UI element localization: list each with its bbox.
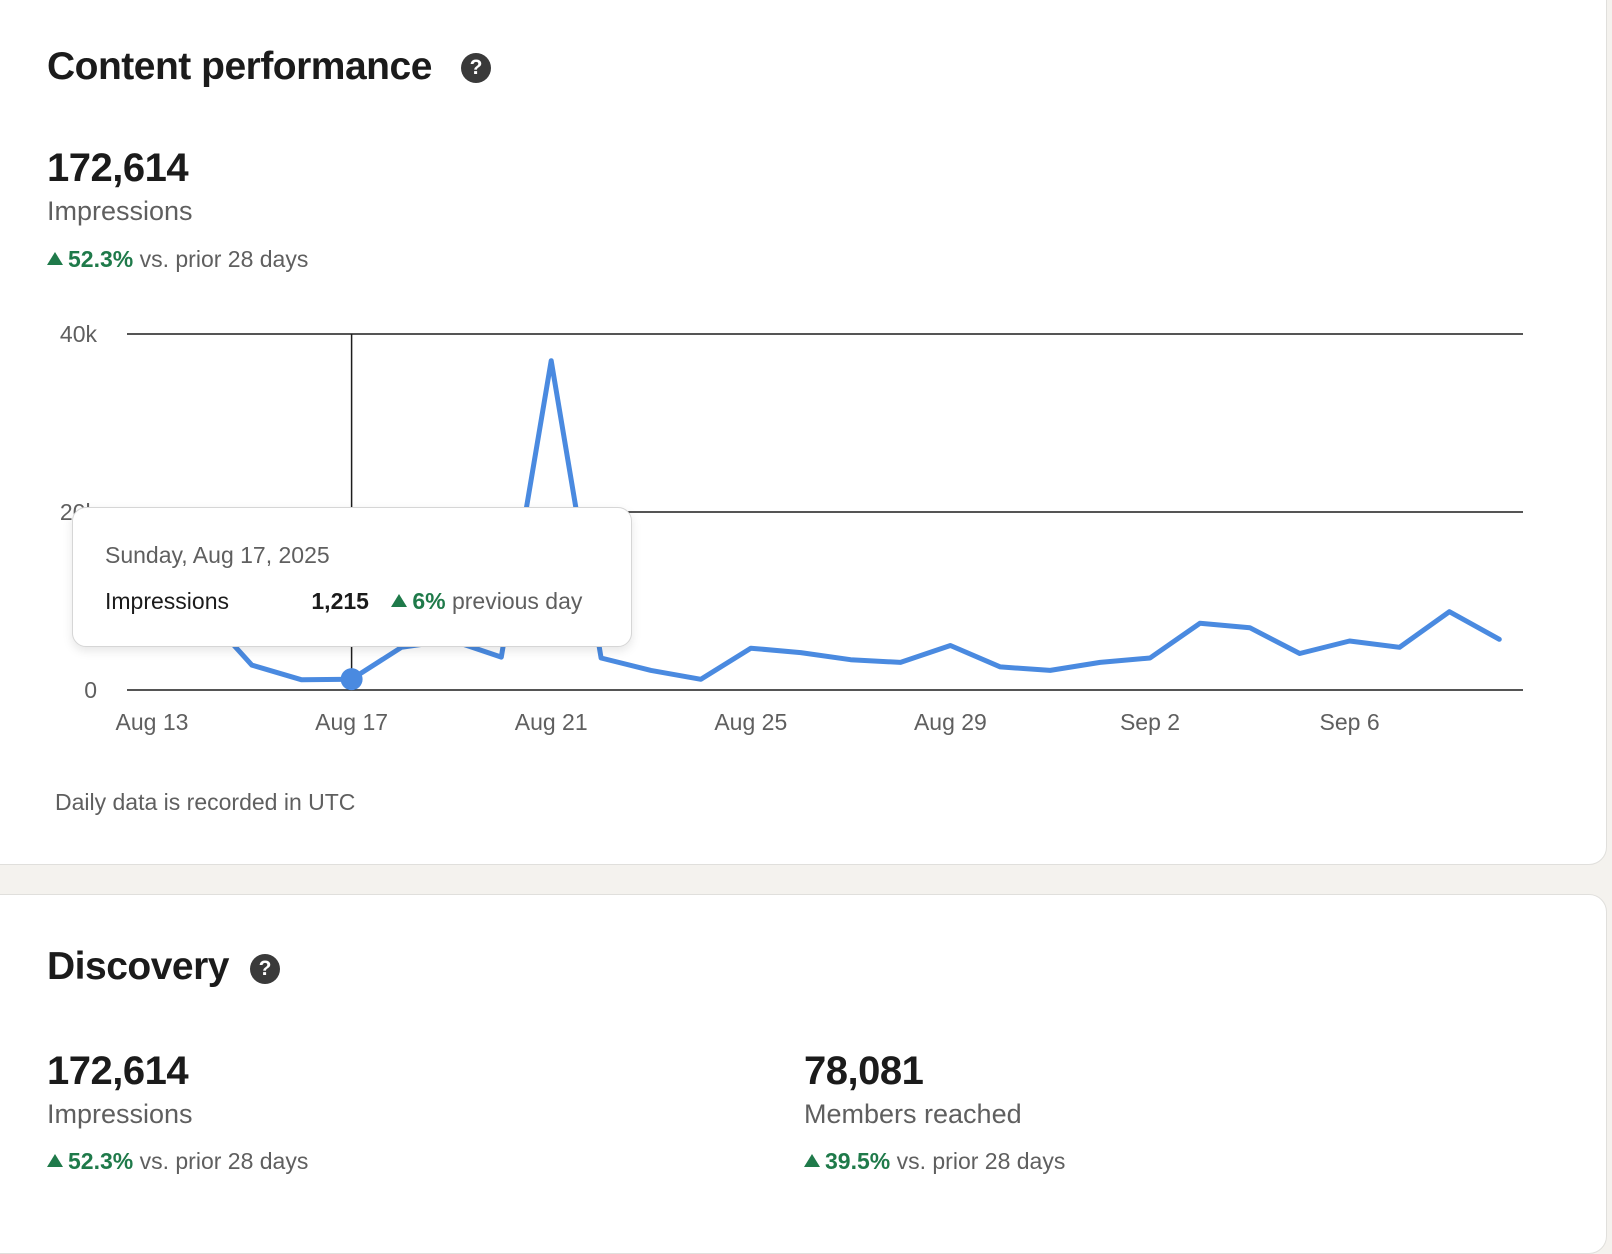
- discovery-title: Discovery: [47, 945, 229, 988]
- x-tick-label: Sep 6: [1320, 709, 1380, 735]
- triangle-up-icon: [391, 594, 408, 607]
- change-percent: 39.5%: [825, 1148, 891, 1174]
- triangle-up-icon: [47, 1154, 63, 1167]
- x-tick-label: Sep 2: [1120, 709, 1180, 735]
- change-suffix: vs. prior 28 days: [139, 246, 309, 272]
- question-mark-circle-icon[interactable]: ?: [461, 53, 491, 83]
- triangle-up-icon: [804, 1154, 820, 1167]
- utc-footnote: Daily data is recorded in UTC: [55, 789, 356, 815]
- tooltip-date: Sunday, Aug 17, 2025: [105, 542, 330, 568]
- discovery-impressions-label: Impressions: [47, 1099, 193, 1129]
- y-tick-label: 40k: [60, 321, 98, 347]
- y-tick-label: 0: [84, 677, 97, 703]
- discovery-impressions-value: 172,614: [47, 1049, 189, 1093]
- x-tick-label: Aug 21: [515, 709, 588, 735]
- impressions-change: 52.3% vs. prior 28 days: [47, 246, 308, 273]
- members-reached-label: Members reached: [804, 1099, 1022, 1129]
- tooltip-change: 6%: [412, 588, 446, 614]
- change-suffix: vs. prior 28 days: [896, 1148, 1066, 1174]
- members-reached-value: 78,081: [804, 1049, 924, 1093]
- tooltip-label: Impressions: [105, 588, 229, 614]
- content-performance-card: [0, 0, 1607, 865]
- change-percent: 52.3%: [68, 1148, 134, 1174]
- x-tick-label: Aug 17: [315, 709, 388, 735]
- change-suffix: vs. prior 28 days: [139, 1148, 309, 1174]
- discovery-impressions-change: 52.3% vs. prior 28 days: [47, 1148, 308, 1175]
- x-tick-label: Aug 25: [714, 709, 787, 735]
- highlighted-point[interactable]: [340, 668, 363, 691]
- content-performance-title: Content performance: [47, 45, 432, 88]
- members-reached-change: 39.5% vs. prior 28 days: [804, 1148, 1065, 1175]
- question-mark-circle-icon[interactable]: ?: [250, 954, 280, 984]
- x-tick-label: Aug 13: [116, 709, 189, 735]
- chart-tooltip: Sunday, Aug 17, 2025 Impressions 1,215 6…: [72, 507, 632, 647]
- impressions-label: Impressions: [47, 196, 193, 226]
- impressions-series-line: [149, 358, 1502, 683]
- tooltip-value: 1,215: [311, 588, 369, 614]
- triangle-up-icon: [47, 252, 63, 265]
- tooltip-change-suffix: previous day: [451, 588, 583, 614]
- x-tick-label: Aug 29: [914, 709, 987, 735]
- tooltip-row: Impressions 1,215 6% previous day: [105, 588, 582, 615]
- change-percent: 52.3%: [68, 246, 134, 272]
- impressions-value: 172,614: [47, 146, 189, 190]
